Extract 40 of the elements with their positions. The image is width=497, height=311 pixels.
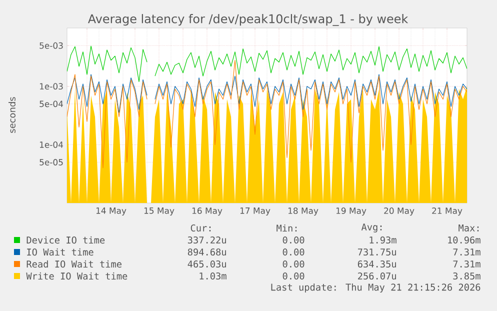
text: 894.68u (188, 248, 226, 256)
x-tick-label: 21 May (432, 208, 462, 216)
text: 731.75u (358, 248, 396, 256)
x-tick-label: 18 May (288, 208, 318, 216)
text: 337.22u (188, 236, 226, 244)
text: 7.31m (453, 248, 480, 256)
text: 3.85m (453, 272, 480, 280)
x-tick-label: 20 May (384, 208, 414, 216)
text: 465.03u (188, 260, 226, 268)
text: 0.00 (282, 272, 304, 280)
text: 1.03m (200, 272, 226, 280)
y-tick-label: 1e-03 (40, 83, 63, 90)
y-tick-label: 5e-04 (40, 100, 63, 108)
x-tick-label: 16 May (192, 208, 222, 216)
text: 7.31m (453, 260, 480, 268)
text: Min: (276, 224, 297, 232)
legend-label: Device IO time (26, 236, 105, 244)
text: 1.93m (370, 236, 396, 244)
text: 0.00 (282, 248, 304, 256)
text: Max: (458, 224, 479, 232)
text: 0.00 (282, 260, 304, 268)
text: 0.00 (282, 236, 304, 244)
x-tick-label: 17 May (240, 208, 270, 216)
chart-title: Average latency for /dev/peak10clt/swap_1 - by week (88, 14, 408, 26)
text: Avg: (361, 224, 382, 232)
y-axis-title: seconds (8, 97, 16, 133)
x-tick-label: 19 May (336, 208, 366, 216)
legend-label: Write IO Wait time (26, 272, 128, 280)
text: Last update: Thu May 21 21:15:26 2026 (271, 283, 480, 293)
text: 634.35u (358, 260, 396, 268)
y-tick-label: 1e-04 (40, 141, 63, 148)
x-tick-label: 14 May (96, 208, 126, 216)
text: 10.96m (448, 236, 480, 244)
x-tick-label: 15 May (144, 208, 174, 216)
y-tick-label: 5e-03 (40, 42, 63, 49)
y-tick-label: 5e-05 (40, 159, 63, 166)
text: 256.07u (358, 272, 396, 280)
text: Cur: (190, 224, 211, 232)
legend-label: Read IO Wait time (26, 260, 122, 268)
legend-label: IO Wait time (27, 248, 94, 256)
